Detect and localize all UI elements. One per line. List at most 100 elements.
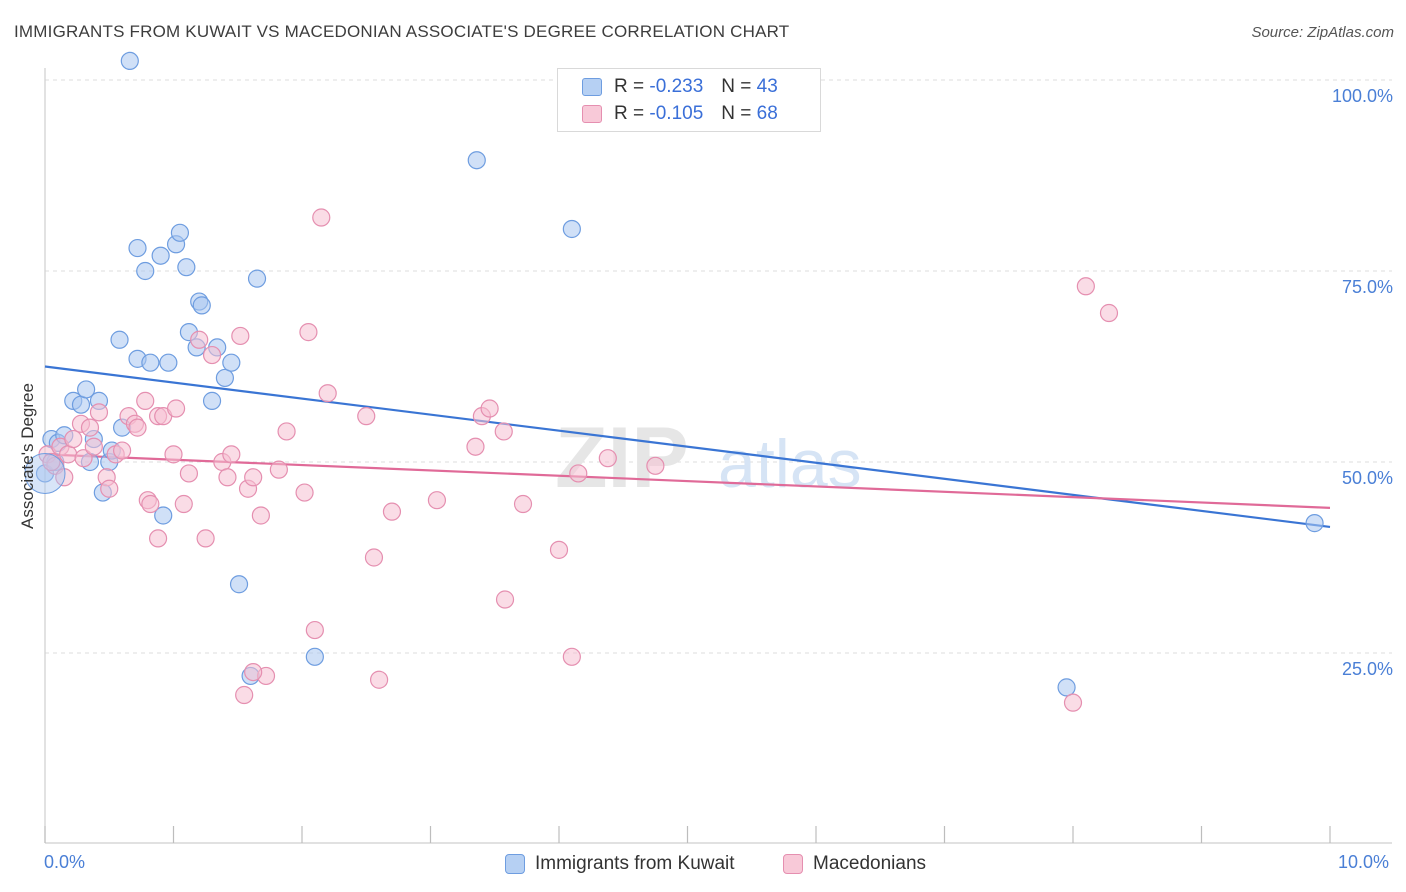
data-point [222, 353, 241, 372]
watermark-atlas: atlas [718, 426, 862, 502]
data-point [192, 296, 211, 315]
x-tick-max: 10.0% [1338, 852, 1390, 872]
data-point [141, 353, 160, 372]
data-point [247, 269, 267, 288]
data-point [598, 449, 617, 468]
data-point [174, 494, 193, 514]
data-point [312, 208, 331, 227]
data-point [100, 479, 119, 498]
bottom-legend-kuwait: Immigrants from Kuwait [505, 852, 735, 876]
trend-line-macedonians [44, 453, 1331, 509]
data-point [318, 384, 337, 403]
data-point [110, 330, 129, 349]
legend-r-value: -0.105 [649, 103, 704, 124]
data-point [128, 418, 147, 437]
data-point [382, 502, 402, 521]
bottom-legend-swatch-macedonians [783, 854, 803, 874]
data-point [159, 353, 178, 372]
data-point [215, 368, 234, 388]
data-point [229, 575, 249, 594]
data-point [196, 529, 215, 548]
trend-lines [44, 365, 1331, 529]
data-point [120, 51, 139, 71]
data-point-cluster [24, 452, 66, 494]
data-point [148, 529, 168, 548]
data-point [299, 323, 318, 342]
data-point [370, 670, 389, 689]
data-point [1099, 303, 1119, 323]
legend-r-label: R = [614, 76, 645, 97]
grid-lines [45, 79, 1392, 654]
data-point [251, 506, 270, 525]
y-axis-label: Associate's Degree [18, 383, 37, 529]
y-tick-label: 100.0% [1331, 86, 1393, 106]
data-point [569, 464, 588, 483]
data-point [305, 620, 324, 640]
data-point [136, 391, 155, 410]
bottom-legend-macedonians: Macedonians [783, 852, 926, 876]
data-point [1063, 693, 1083, 712]
data-point [64, 429, 83, 449]
data-point [1076, 277, 1095, 296]
data-point [218, 468, 237, 487]
series-kuwait [35, 51, 1324, 697]
trend-line-kuwait [44, 365, 1331, 529]
data-point [89, 403, 109, 422]
data-point [1305, 514, 1324, 533]
bottom-legend-label-macedonians: Macedonians [813, 853, 927, 874]
data-point [141, 494, 160, 514]
data-point [84, 437, 103, 456]
data-point [480, 399, 499, 418]
legend-swatch-macedonians [582, 105, 602, 123]
legend-row-kuwait: R = -0.233 N = 43 [582, 74, 778, 100]
legend-n-value: 43 [756, 76, 778, 97]
data-point [77, 380, 96, 399]
data-point [179, 464, 199, 483]
data-point [357, 407, 376, 426]
data-point [549, 540, 569, 559]
series-macedonians [38, 208, 1119, 712]
data-point [244, 662, 263, 682]
data-point [562, 219, 581, 239]
data-point [466, 437, 485, 456]
data-points [24, 51, 1324, 712]
data-point [190, 330, 209, 349]
data-point [513, 494, 533, 514]
y-tick-label: 25.0% [1341, 659, 1393, 679]
legend-n-value: 68 [756, 103, 778, 124]
data-point [277, 422, 296, 441]
data-point [495, 590, 515, 609]
legend-n-label: N = [721, 103, 752, 124]
data-point [427, 491, 447, 510]
data-point [74, 449, 93, 468]
data-point [71, 395, 91, 414]
bottom-legend-swatch-kuwait [505, 854, 525, 874]
source-label: Source: ZipAtlas.com [1251, 24, 1394, 41]
data-point [136, 261, 155, 281]
data-point [80, 418, 100, 437]
watermark: ZIP [555, 410, 689, 506]
data-point [305, 647, 324, 666]
data-point [231, 326, 250, 346]
legend-r-value: -0.233 [649, 76, 704, 97]
data-point [235, 685, 254, 705]
stats-legend: R = -0.233 N = 43 R = -0.105 N = 68 [557, 68, 821, 132]
data-point [1057, 678, 1076, 697]
data-point [467, 151, 486, 170]
data-point [202, 345, 222, 365]
legend-swatch-kuwait [582, 78, 602, 96]
data-point [244, 468, 263, 487]
data-point [494, 422, 513, 441]
data-point [42, 452, 61, 472]
legend-r-label: R = [614, 103, 645, 124]
data-point [562, 647, 581, 666]
data-point [177, 258, 196, 277]
chart-title: IMMIGRANTS FROM KUWAIT VS MACEDONIAN ASS… [14, 22, 790, 41]
data-point [295, 483, 314, 502]
bottom-legend-label-kuwait: Immigrants from Kuwait [535, 853, 735, 874]
data-point [59, 445, 78, 464]
y-tick-label: 50.0% [1341, 468, 1393, 488]
y-tick-label: 75.0% [1341, 277, 1393, 297]
data-point [166, 399, 186, 418]
